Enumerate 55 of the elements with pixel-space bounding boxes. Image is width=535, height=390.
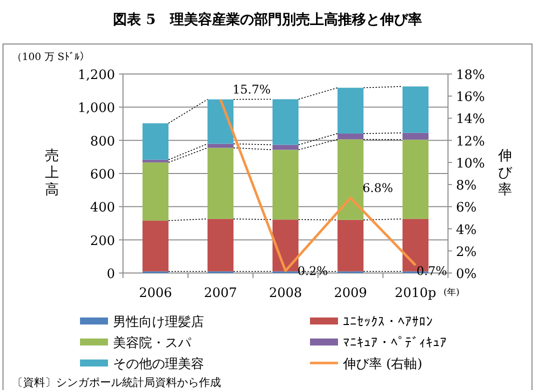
bar (208, 99, 234, 144)
y2-tick-label: 8% (456, 178, 477, 194)
data-label: 15.7% (232, 82, 271, 96)
text: 〔資料〕シンガポール統計局資料から作成 (12, 376, 221, 389)
y2-tick-label: 18% (456, 68, 485, 83)
y2-tick-label: 0% (456, 267, 477, 282)
x-tick-label: 2008 (268, 286, 302, 301)
x-tick-label: 2006 (138, 286, 172, 301)
bar (338, 88, 364, 134)
y-tick-label: 1,000 (78, 101, 115, 116)
bar (208, 148, 234, 219)
bar (272, 144, 298, 150)
x-tick-label: 2010p (394, 286, 436, 301)
legend-label: その他の理美容 (113, 356, 204, 372)
bar (142, 220, 168, 272)
y-tick-label: 200 (90, 234, 115, 249)
y-tick-label: 800 (90, 134, 115, 150)
bar (208, 218, 234, 272)
y2-tick-label: 12% (456, 134, 485, 150)
y-tick-label: 400 (90, 200, 115, 216)
y-tick-label: 1,200 (78, 68, 115, 83)
legend-label: 男性向け理髪店 (113, 314, 204, 330)
bar (208, 144, 234, 148)
bar (338, 139, 364, 220)
y-tick-label: 0 (106, 267, 115, 282)
bar (338, 220, 364, 272)
bar (402, 140, 428, 219)
bar (272, 150, 298, 220)
y2-tick-label: 2% (456, 244, 477, 260)
y2-tick-label: 6% (456, 200, 477, 216)
y-axis-title: 売上高 (45, 148, 59, 198)
y2-axis-title: 伸び率 (497, 148, 513, 198)
y2-tick-label: 14% (456, 112, 485, 128)
text: （100 万 Sﾄﾞﾙ） (12, 51, 90, 63)
bar (402, 86, 428, 133)
bar (142, 162, 168, 221)
data-label: 0.7% (416, 264, 447, 278)
bar (272, 99, 298, 145)
y2-tick-label: 4% (456, 222, 477, 238)
legend-label: 伸び率 (右軸) (342, 356, 422, 372)
bar (338, 134, 364, 140)
x-tick-label: 2009 (334, 286, 368, 301)
bar (402, 132, 428, 140)
legend-label: 美容院・スパ (113, 335, 192, 351)
x-axis-title: (年) (444, 287, 460, 298)
chart-title: 図表 5 理美容産業の部門別売上高推移と伸び率 (113, 11, 422, 28)
y-tick-label: 600 (90, 168, 115, 182)
bar (142, 160, 168, 162)
legend-label: ﾕﾆｾｯｸｽ・ﾍｱｻﾛﾝ (343, 315, 433, 330)
y2-tick-label: 16% (456, 90, 485, 106)
x-tick-label: 2007 (204, 286, 238, 301)
data-label: 0.2% (298, 264, 328, 278)
legend-label: ﾏﾆｷｭｱ・ﾍﾟﾃﾞｨｷｭｱ (343, 336, 447, 351)
y2-tick-label: 10% (456, 156, 485, 172)
bar (142, 123, 168, 160)
